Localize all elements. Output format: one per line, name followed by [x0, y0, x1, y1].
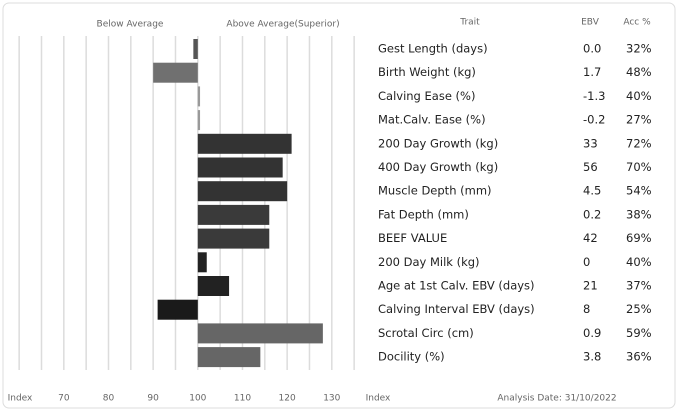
ebv-value: 33 — [583, 136, 598, 150]
bar — [197, 323, 323, 344]
acc-value: 54% — [626, 184, 652, 198]
acc-value: 70% — [626, 160, 652, 174]
acc-value: 48% — [626, 65, 652, 79]
trait-label: Fat Depth (mm) — [378, 207, 469, 221]
ebv-value: 21 — [583, 279, 598, 293]
trait-label: Muscle Depth (mm) — [378, 184, 492, 198]
trait-label: 400 Day Growth (kg) — [378, 160, 498, 174]
acc-value: 40% — [626, 89, 652, 103]
trait-label: Scrotal Circ (cm) — [378, 326, 474, 340]
acc-value: 37% — [626, 279, 652, 293]
ebv-value: 4.5 — [583, 184, 601, 198]
acc-value: 36% — [626, 350, 652, 364]
x-tick-label: 110 — [234, 394, 251, 404]
acc-value: 25% — [626, 302, 652, 316]
x-tick-label: 120 — [279, 394, 296, 404]
trait-label: Gest Length (days) — [378, 42, 488, 56]
trait-label: Calving Ease (%) — [378, 89, 475, 103]
bar — [197, 276, 230, 296]
bar — [197, 110, 201, 131]
ebv-value: 0.2 — [583, 207, 601, 221]
header-trait: Trait — [459, 18, 480, 28]
below-label: Below Average — [97, 20, 164, 30]
ebv-value: 0.0 — [583, 42, 601, 56]
ebv-value: 3.8 — [583, 350, 601, 364]
bar — [197, 347, 261, 368]
trait-label: 200 Day Growth (kg) — [378, 136, 498, 150]
ebv-value: 0.9 — [583, 326, 601, 340]
bar — [197, 228, 270, 249]
x-axis-label: Index — [8, 394, 33, 404]
x-tick-label: 130 — [323, 394, 340, 404]
bar — [197, 157, 283, 178]
ebv-value: 8 — [583, 302, 590, 316]
footer-index: Index — [366, 394, 391, 404]
header-acc: Acc % — [623, 18, 651, 28]
bar — [193, 39, 198, 59]
trait-label: 200 Day Milk (kg) — [378, 255, 480, 269]
header-ebv: EBV — [581, 18, 600, 28]
trait-label: BEEF VALUE — [378, 231, 447, 245]
ebv-value: 1.7 — [583, 65, 601, 79]
trait-label: Docility (%) — [378, 350, 445, 364]
ebv-value: -0.2 — [583, 113, 605, 127]
x-tick-label: 80 — [103, 394, 115, 404]
trait-label: Age at 1st Calv. EBV (days) — [378, 279, 535, 293]
bar — [153, 62, 198, 83]
x-tick-label: 90 — [147, 394, 159, 404]
ebv-value: 42 — [583, 231, 598, 245]
acc-value: 59% — [626, 326, 652, 340]
bar — [157, 299, 198, 320]
x-tick-label: 100 — [189, 394, 206, 404]
ebv-value: 0 — [583, 255, 590, 269]
acc-value: 69% — [626, 231, 652, 245]
x-tick-label: 70 — [58, 394, 70, 404]
acc-value: 32% — [626, 42, 652, 56]
acc-value: 72% — [626, 136, 652, 150]
ebv-value: -1.3 — [583, 89, 605, 103]
bar — [197, 204, 270, 225]
trait-label: Birth Weight (kg) — [378, 65, 476, 79]
above-label: Above Average(Superior) — [226, 20, 339, 30]
trait-label: Mat.Calv. Ease (%) — [378, 113, 486, 127]
panel — [2, 2, 676, 409]
acc-value: 38% — [626, 207, 652, 221]
ebv-value: 56 — [583, 160, 598, 174]
trait-label: Calving Interval EBV (days) — [378, 302, 535, 316]
acc-value: 40% — [626, 255, 652, 269]
bar — [197, 252, 207, 273]
analysis-date: Analysis Date: 31/10/2022 — [497, 394, 616, 404]
acc-value: 27% — [626, 113, 652, 127]
bar — [197, 181, 288, 202]
bar — [197, 86, 201, 107]
bar — [197, 133, 292, 154]
